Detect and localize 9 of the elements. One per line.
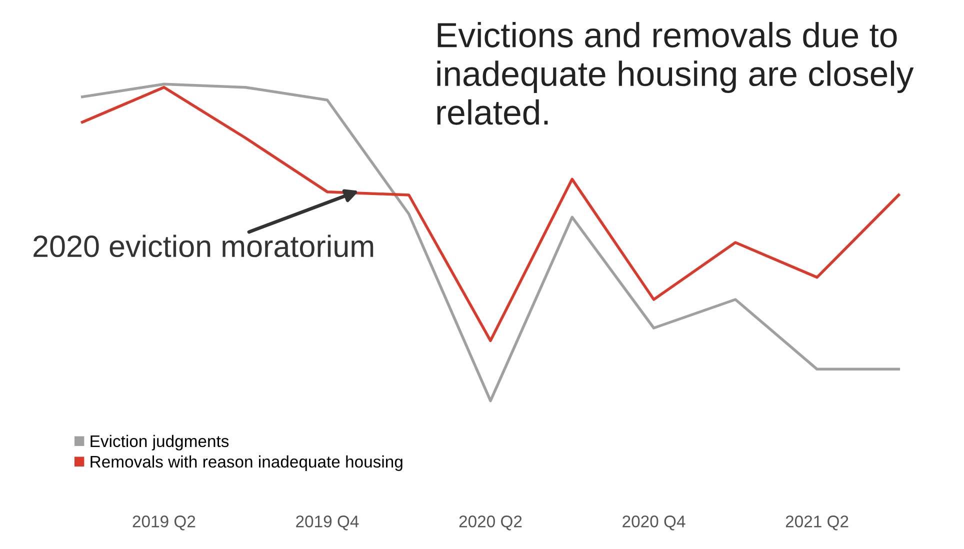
legend-label: Eviction judgments bbox=[90, 434, 229, 450]
annotation: 2020 eviction moratorium bbox=[34, 234, 374, 258]
x-tick-label: 2021 Q2 bbox=[786, 516, 848, 530]
legend-label: Removals with reason inadequate housing bbox=[90, 455, 402, 471]
x-tick-label: 2019 Q4 bbox=[296, 516, 359, 530]
x-tick-label: 2020 Q4 bbox=[622, 516, 686, 530]
x-tick-label: 2020 Q2 bbox=[459, 516, 522, 530]
chart-title: Evictions and removals due to inadequate housing are closely related. bbox=[437, 22, 914, 125]
x-tick-label: 2019 Q2 bbox=[132, 516, 196, 530]
